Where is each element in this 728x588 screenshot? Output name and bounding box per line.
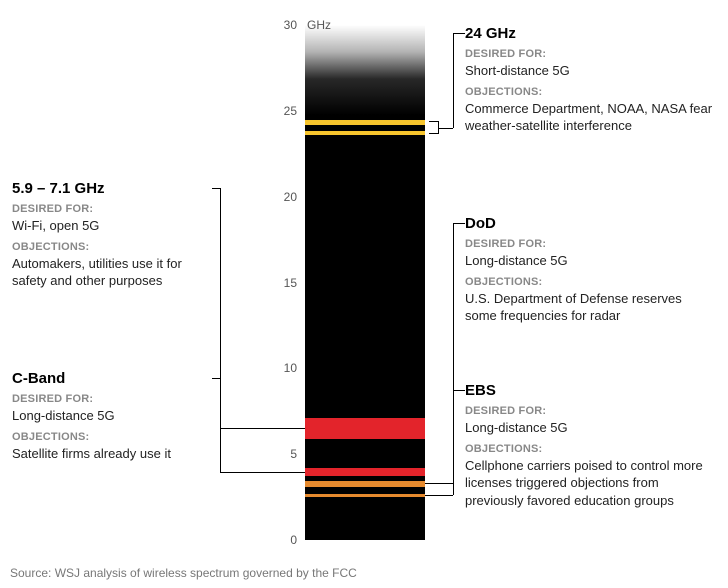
leader bbox=[453, 33, 465, 34]
leader bbox=[425, 495, 453, 496]
desired-text: Wi-Fi, open 5G bbox=[12, 217, 212, 235]
leader bbox=[453, 33, 454, 128]
objections-text: U.S. Department of Defense reserves some… bbox=[465, 290, 715, 325]
spectrum-bar bbox=[305, 25, 425, 540]
callout-ccband: C-Band DESIRED FOR: Long-distance 5G OBJECT… bbox=[12, 370, 212, 462]
desired-text: Short-distance 5G bbox=[465, 62, 715, 80]
callout-c24: 24 GHz DESIRED FOR: Short-distance 5G OBJEC… bbox=[465, 25, 715, 135]
band-bebs bbox=[305, 494, 425, 497]
objections-label: OBJECTIONS: bbox=[465, 443, 715, 455]
objections-text: Automakers, utilities use it for safety … bbox=[12, 255, 212, 290]
source-line: Source: WSJ analysis of wireless spectru… bbox=[10, 566, 357, 580]
axis-tick: 30 bbox=[275, 18, 297, 32]
axis-tick: 25 bbox=[275, 104, 297, 118]
bracket-24 bbox=[429, 121, 439, 134]
leader bbox=[212, 378, 220, 379]
callout-title: DoD bbox=[465, 215, 715, 232]
leader bbox=[212, 188, 220, 189]
desired-label: DESIRED FOR: bbox=[12, 393, 212, 405]
callout-cdod: DoD DESIRED FOR: Long-distance 5G OBJECTION… bbox=[465, 215, 715, 325]
band-b59 bbox=[305, 418, 425, 439]
callout-cebs: EBS DESIRED FOR: Long-distance 5G OBJECTION… bbox=[465, 382, 715, 509]
callout-c59: 5.9 – 7.1 GHz DESIRED FOR: Wi-Fi, open 5G O… bbox=[12, 180, 212, 290]
objections-label: OBJECTIONS: bbox=[12, 241, 212, 253]
leader bbox=[453, 390, 465, 391]
callout-title: C-Band bbox=[12, 370, 212, 387]
desired-text: Long-distance 5G bbox=[465, 419, 715, 437]
axis-tick: 5 bbox=[275, 447, 297, 461]
objections-label: OBJECTIONS: bbox=[12, 431, 212, 443]
desired-label: DESIRED FOR: bbox=[12, 203, 212, 215]
callout-title: 24 GHz bbox=[465, 25, 715, 42]
band-b24a bbox=[305, 120, 425, 124]
axis-unit: GHz bbox=[307, 18, 331, 32]
spectrum-infographic: 0 5 10 15 20 25 30 GHz 24 GHz DESIRED FOR: Short… bbox=[0, 0, 728, 588]
objections-label: OBJECTIONS: bbox=[465, 276, 715, 288]
desired-label: DESIRED FOR: bbox=[465, 48, 715, 60]
objections-text: Commerce Department, NOAA, NASA fear wea… bbox=[465, 100, 715, 135]
axis-tick: 0 bbox=[275, 533, 297, 547]
band-bcband bbox=[305, 468, 425, 477]
bar-fade bbox=[305, 25, 425, 115]
axis-tick: 20 bbox=[275, 190, 297, 204]
desired-label: DESIRED FOR: bbox=[465, 405, 715, 417]
callout-title: 5.9 – 7.1 GHz bbox=[12, 180, 212, 197]
leader bbox=[439, 128, 453, 129]
objections-label: OBJECTIONS: bbox=[465, 86, 715, 98]
band-bdod bbox=[305, 481, 425, 487]
callout-title: EBS bbox=[465, 382, 715, 399]
leader bbox=[453, 390, 454, 495]
axis-tick: 15 bbox=[275, 276, 297, 290]
leader bbox=[220, 428, 305, 429]
leader bbox=[220, 378, 221, 472]
objections-text: Cellphone carriers poised to control mor… bbox=[465, 457, 715, 510]
leader bbox=[220, 472, 305, 473]
axis-tick: 10 bbox=[275, 361, 297, 375]
leader bbox=[453, 223, 465, 224]
objections-text: Satellite firms already use it bbox=[12, 445, 212, 463]
desired-text: Long-distance 5G bbox=[465, 252, 715, 270]
desired-text: Long-distance 5G bbox=[12, 407, 212, 425]
band-b24b bbox=[305, 131, 425, 135]
desired-label: DESIRED FOR: bbox=[465, 238, 715, 250]
leader bbox=[425, 483, 453, 484]
